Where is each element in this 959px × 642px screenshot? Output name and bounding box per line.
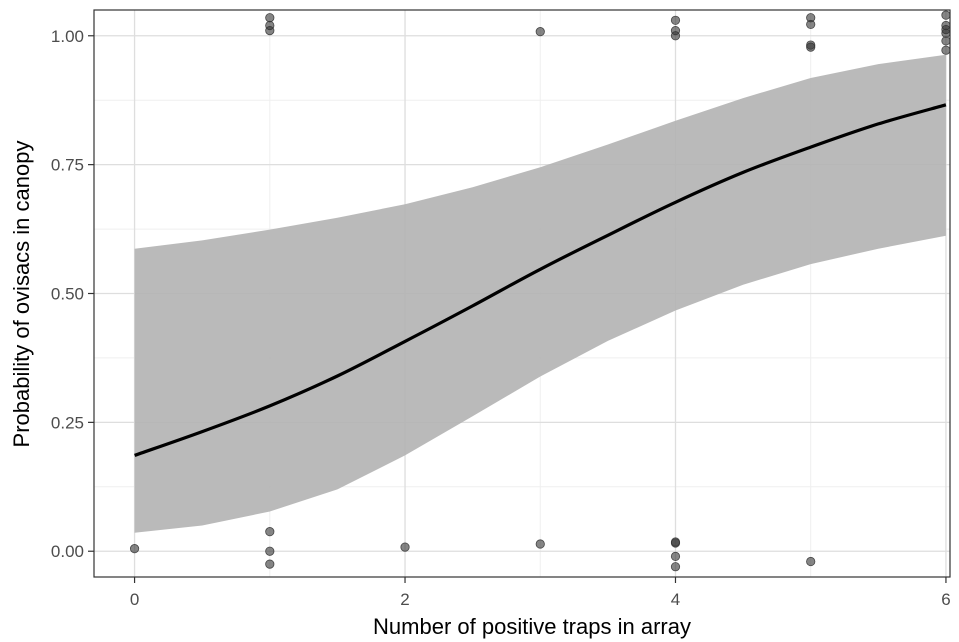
data-point (806, 42, 816, 52)
data-point (265, 527, 275, 537)
y-tick-label: 0.50 (51, 285, 84, 304)
y-tick-label: 0.25 (51, 413, 84, 432)
data-point (670, 15, 681, 25)
data-point (265, 13, 275, 23)
y-axis-title: Probability of ovisacs in canopy (9, 141, 34, 448)
fit-line (134, 103, 947, 457)
data-point (535, 27, 545, 37)
data-point (400, 542, 410, 552)
data-point (670, 562, 681, 572)
data-point (670, 538, 681, 548)
data-point (941, 28, 951, 38)
data-point (129, 544, 140, 554)
confidence-band (134, 54, 946, 533)
y-tick-label: 1.00 (51, 27, 84, 46)
data-point (670, 551, 681, 561)
y-tick-label: 0.75 (51, 156, 84, 175)
data-points (129, 10, 951, 572)
data-point (535, 539, 545, 549)
x-tick-label: 2 (400, 590, 409, 609)
data-point (941, 10, 951, 20)
x-tick-label: 6 (941, 590, 950, 609)
data-point (265, 546, 275, 556)
data-point (941, 45, 951, 55)
data-point (806, 556, 816, 567)
y-axis-ticks: 0.00 0.25 0.50 0.75 1.00 (51, 27, 94, 561)
y-tick-label: 0.00 (51, 542, 84, 561)
data-point (670, 31, 681, 41)
x-axis-ticks: 0 2 4 6 (130, 577, 951, 609)
x-axis-title: Number of positive traps in array (373, 614, 691, 639)
data-point (265, 559, 275, 569)
x-tick-label: 4 (671, 590, 680, 609)
x-tick-label: 0 (130, 590, 139, 609)
data-point (941, 36, 951, 46)
data-point (265, 26, 275, 36)
data-point (806, 19, 816, 30)
